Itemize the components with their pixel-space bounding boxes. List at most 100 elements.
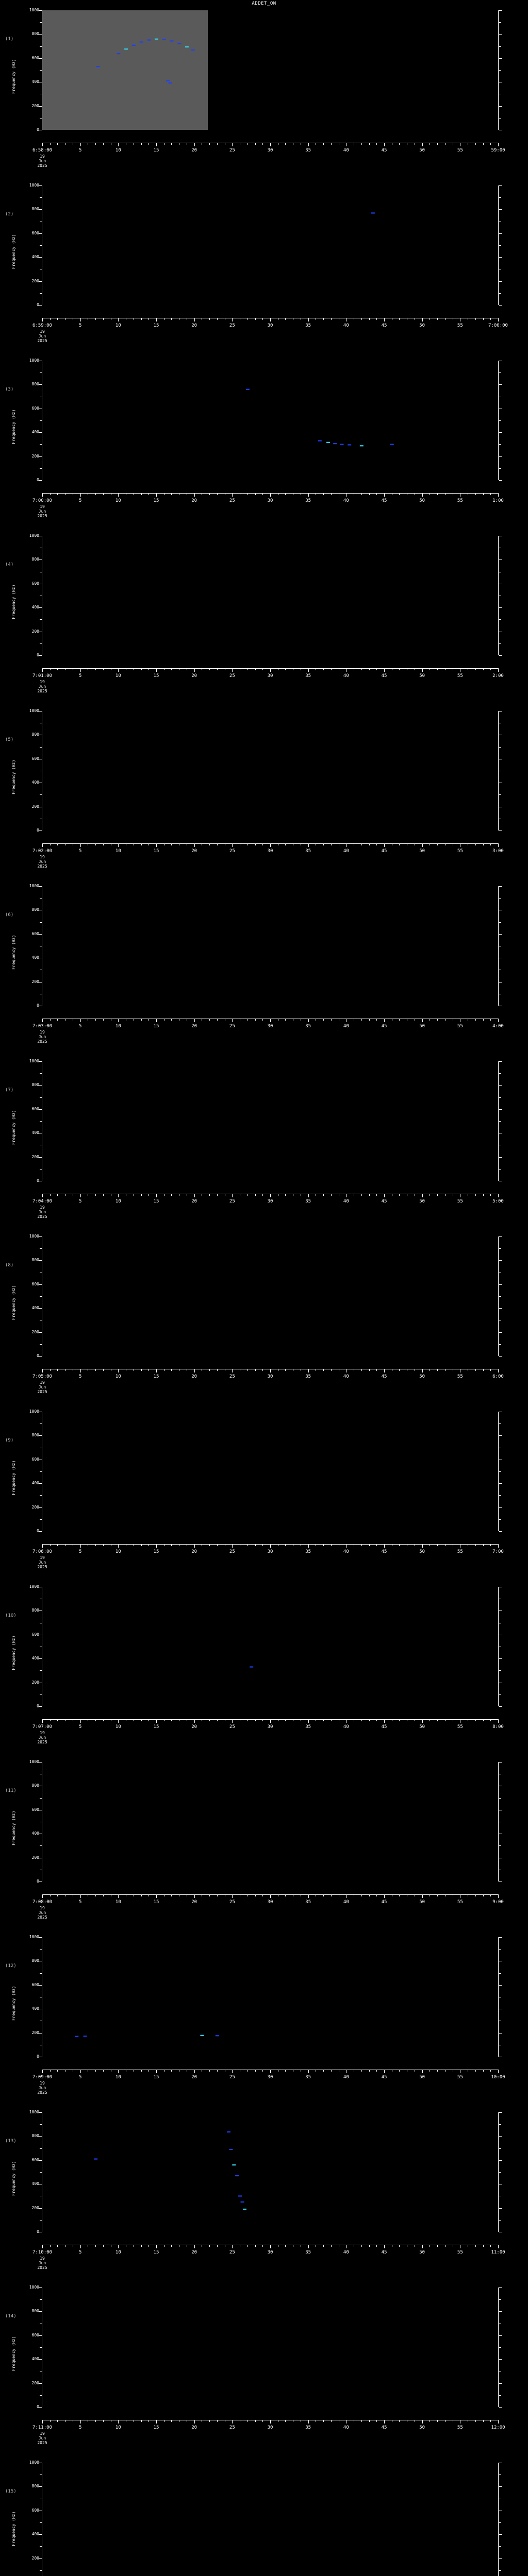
time-axis-tick-label: 55 [457,1549,463,1554]
y-axis-tick-label: 800 [31,1958,39,1963]
time-axis-minor-tick [255,1894,256,1896]
time-axis-end-label: 8:00 [492,1724,504,1730]
time-axis-major-tick [194,1194,195,1197]
detection-point [75,2036,79,2037]
plot-area[interactable] [42,536,498,655]
time-axis-tick-label: 45 [381,1900,387,1905]
y-axis-tick-label: 600 [31,1807,39,1812]
plot-area[interactable] [42,361,498,480]
time-axis-tick-label: 15 [153,849,159,854]
time-axis-minor-tick [255,1019,256,1021]
y-axis-tick-label: 800 [31,31,39,37]
y-axis-tick-label: 0 [37,1529,39,1533]
time-axis-tick-label: 55 [457,2250,463,2255]
time-axis-major-tick [118,1719,119,1723]
time-axis-start-label: 6:58:00 [32,148,52,153]
time-axis-minor-tick [437,143,438,145]
y-axis-tick-right [499,1985,502,1986]
plot-area[interactable] [42,2112,498,2232]
y-axis-tick-label: 600 [31,230,39,235]
y-axis-tick-label: 1000 [29,8,39,12]
time-axis-tick-label: 55 [457,498,463,503]
time-axis-minor-tick [262,668,263,670]
y-axis-tick-right [499,281,502,282]
y-axis-minor-tick [40,2395,42,2396]
time-axis-tick-label: 35 [305,1549,311,1554]
y-axis-minor-tick-right [499,1495,501,1496]
time-axis-tick-label: 10 [115,849,121,854]
time-axis-minor-tick [399,318,400,320]
time-axis-minor-tick [399,1544,400,1546]
y-axis-label: Frequency (Hz) [11,1635,16,1670]
time-axis-minor-tick [376,668,377,670]
y-axis-tick-label: 200 [31,629,39,634]
y-axis-minor-tick [40,1296,42,1297]
time-axis-major-tick [270,2420,271,2424]
plot-area[interactable] [42,1937,498,2057]
spectrogram-panel: (12) Frequency (Hz) 1000 800 600 400 200 0 7:09:… [0,1935,528,2103]
plot-area[interactable] [42,1236,498,1356]
plot-area[interactable] [42,2463,498,2576]
time-axis-minor-tick [57,2070,58,2072]
y-axis-tick-right [499,2112,502,2113]
time-axis-tick-label: 45 [381,1724,387,1730]
panel-index-label: (10) [5,1613,16,1619]
plot-area[interactable] [42,1762,498,1882]
y-axis-tick-label: 0 [37,2229,39,2234]
plot-area[interactable] [42,1412,498,1531]
y-axis-tick-label: 600 [31,1456,39,1462]
spectrogram-panel: (7) Frequency (Hz) 1000 800 600 400 200 0 7:04:0… [0,1059,528,1227]
time-axis-minor-tick [217,318,218,320]
time-axis-date-label: 19 Jun 2025 [37,504,47,518]
time-axis-minor-tick [95,2245,96,2247]
y-axis-minor-tick-right [499,22,501,23]
plot-area[interactable] [42,711,498,831]
time-axis-minor-tick [103,668,104,670]
plot-area[interactable] [42,185,498,305]
y-axis-minor-tick [40,197,42,198]
time-axis-date-label: 19 Jun 2025 [37,154,47,168]
time-axis-major-tick [80,318,81,321]
time-axis-minor-tick [95,1544,96,1546]
y-axis-label: Frequency (Hz) [11,1285,16,1320]
y-axis-tick-right [499,432,502,433]
y-axis-minor-tick [40,1845,42,1846]
time-axis-tick-label: 50 [419,1724,425,1730]
y-axis-minor-tick [40,2347,42,2348]
time-axis-tick-label: 5 [78,673,82,679]
y-axis-tick-right [499,886,502,887]
plot-area[interactable] [42,10,498,130]
time-axis-major-tick [194,1019,195,1022]
time-axis-minor-tick [217,843,218,845]
time-axis-minor-tick [50,1194,51,1196]
spectrogram-panel: (11) Frequency (Hz) 1000 800 600 400 200 0 7:08:… [0,1759,528,1928]
time-axis-tick-label: 10 [115,1724,121,1730]
plot-area[interactable] [42,1061,498,1181]
y-axis-tick-label: 200 [31,453,39,459]
time-axis-minor-tick [217,1019,218,1021]
time-axis-minor-tick [475,1194,476,1196]
time-axis-major-tick [80,2070,81,2073]
time-axis-tick-label: 20 [191,1724,197,1730]
y-axis-minor-tick-right [499,2172,501,2173]
data-coverage-fill [42,10,208,130]
time-axis-tick-label: 45 [381,1024,387,1029]
y-axis-tick [39,607,42,608]
time-axis-tick-label: 55 [457,1199,463,1204]
time-axis-minor-tick [103,1544,104,1546]
y-axis-minor-tick [40,70,42,71]
time-axis-major-tick [194,493,195,497]
y-axis-tick-label: 600 [31,581,39,586]
time-axis-end-label: 5:00 [492,1199,504,1204]
time-axis-minor-tick [255,1544,256,1546]
time-axis-minor-tick [217,2070,218,2072]
time-axis-minor-tick [57,1369,58,1371]
plot-area[interactable] [42,1587,498,1706]
time-axis-minor-tick [171,1544,172,1546]
plot-area[interactable] [42,2287,498,2407]
time-axis-major-tick [232,2245,233,2248]
y-axis-tick-right [499,1157,502,1158]
time-axis-major-tick [270,1194,271,1197]
y-axis-minor-tick [40,245,42,246]
plot-area[interactable] [42,886,498,1006]
